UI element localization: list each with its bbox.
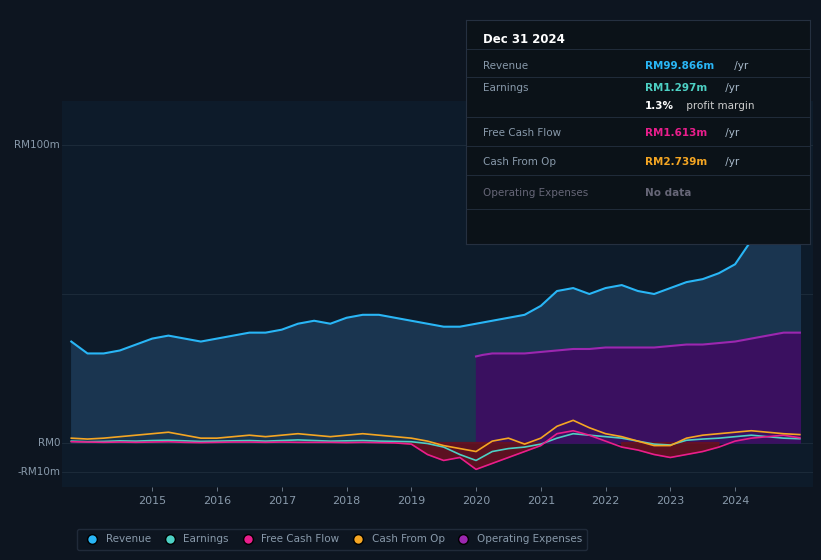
Text: RM99.866m: RM99.866m [644,60,714,71]
Text: 1.3%: 1.3% [644,101,674,111]
Text: No data: No data [644,188,691,198]
Text: RM100m: RM100m [14,141,60,151]
Legend: Revenue, Earnings, Free Cash Flow, Cash From Op, Operating Expenses: Revenue, Earnings, Free Cash Flow, Cash … [76,529,587,549]
Text: /yr: /yr [722,128,739,138]
Text: Revenue: Revenue [484,60,529,71]
Text: Earnings: Earnings [484,83,529,93]
Text: RM2.739m: RM2.739m [644,157,707,167]
Text: RM1.613m: RM1.613m [644,128,707,138]
Text: /yr: /yr [722,83,739,93]
Text: Dec 31 2024: Dec 31 2024 [484,33,566,46]
Text: /yr: /yr [732,60,749,71]
Text: Operating Expenses: Operating Expenses [484,188,589,198]
Text: Cash From Op: Cash From Op [484,157,557,167]
Text: -RM10m: -RM10m [17,468,60,477]
Text: profit margin: profit margin [683,101,754,111]
Text: Free Cash Flow: Free Cash Flow [484,128,562,138]
Text: RM0: RM0 [38,437,60,447]
Text: /yr: /yr [722,157,739,167]
Text: RM1.297m: RM1.297m [644,83,707,93]
